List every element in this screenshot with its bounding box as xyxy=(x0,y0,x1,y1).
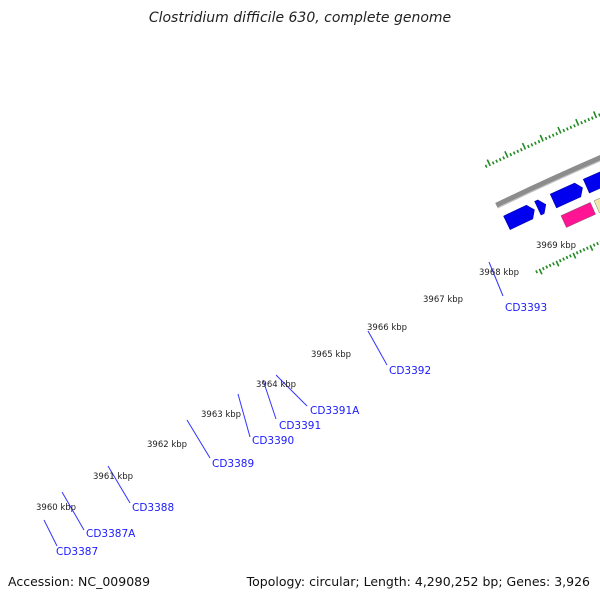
gene-label: CD3391A xyxy=(310,405,360,417)
callout-line xyxy=(186,419,211,459)
tick-mark xyxy=(541,266,545,271)
feature-block xyxy=(560,202,596,228)
gene-label: CD3393 xyxy=(505,302,547,314)
map-title: Clostridium difficile 630, complete geno… xyxy=(148,10,452,26)
tick-mark xyxy=(575,118,580,126)
callout-line xyxy=(367,330,388,366)
kbp-ticks xyxy=(484,111,600,275)
cds-arrow xyxy=(503,204,535,231)
cds-arrow xyxy=(534,199,547,216)
tick-mark xyxy=(569,254,572,258)
tick-mark xyxy=(521,142,527,150)
genome-summary-text: Topology: circular; Length: 4,290,252 bp… xyxy=(246,574,590,589)
cds-arrow xyxy=(549,182,583,209)
tick-mark xyxy=(516,149,520,154)
gene-label: CD3392 xyxy=(389,365,431,377)
kbp-label: 3966 kbp xyxy=(367,323,407,333)
callout-line xyxy=(107,465,131,504)
kbp-label: 3960 kbp xyxy=(36,503,76,513)
gene-callouts xyxy=(43,261,504,547)
tick-mark xyxy=(590,116,594,120)
forward-cds-row xyxy=(503,171,600,231)
tick-mark xyxy=(486,159,492,167)
tick-mark xyxy=(555,131,559,136)
tick-mark xyxy=(539,134,544,142)
tick-mark xyxy=(582,248,586,252)
tick-mark xyxy=(498,157,502,162)
tick-mark xyxy=(534,141,537,145)
tick-mark xyxy=(592,111,598,119)
tick-mark xyxy=(592,243,596,247)
tick-mark xyxy=(589,244,594,252)
tick-mark xyxy=(504,150,509,158)
tick-mark xyxy=(587,117,591,122)
tick-mark xyxy=(551,133,555,137)
callout-line xyxy=(275,374,308,407)
tick-mark xyxy=(519,148,523,152)
kbp-label: 3963 kbp xyxy=(201,410,241,420)
tick-mark xyxy=(548,263,552,268)
tick-mark xyxy=(530,143,534,147)
tick-mark xyxy=(575,251,579,255)
tick-mark xyxy=(491,161,495,165)
kbp-label: 3964 kbp xyxy=(256,380,296,390)
tick-mark xyxy=(596,241,599,246)
tick-mark xyxy=(548,135,551,139)
tick-mark xyxy=(562,128,566,133)
tick-mark xyxy=(562,257,565,261)
annotated-feature-row xyxy=(560,197,600,228)
callout-line xyxy=(237,393,251,438)
tick-mark xyxy=(537,139,541,144)
tick-mark xyxy=(583,119,587,123)
tick-mark xyxy=(579,249,582,253)
kbp-label: 3965 kbp xyxy=(311,350,351,360)
tick-mark xyxy=(558,258,562,263)
gene-label: CD3387 xyxy=(56,546,98,558)
gene-label: CD3387A xyxy=(86,528,136,540)
callout-line xyxy=(262,379,277,420)
kbp-labels: 3960 kbp 3961 kbp 3962 kbp 3963 kbp 3964 kbp… xyxy=(36,241,576,513)
kbp-label: 3967 kbp xyxy=(423,295,463,305)
tick-mark xyxy=(566,127,569,131)
tick-mark xyxy=(527,144,530,149)
tick-mark xyxy=(502,156,506,160)
tick-mark xyxy=(569,125,573,130)
tick-mark xyxy=(544,136,548,141)
tick-mark xyxy=(509,152,513,157)
gene-label: CD3389 xyxy=(212,458,254,470)
tick-mark xyxy=(557,126,562,134)
tick-mark xyxy=(585,246,589,250)
feature-block xyxy=(593,197,600,213)
gene-label: CD3391 xyxy=(279,420,321,432)
tick-mark xyxy=(495,159,499,163)
tick-mark xyxy=(580,120,583,125)
tick-mark xyxy=(572,252,577,259)
tick-mark xyxy=(512,151,516,155)
kbp-label: 3969 kbp xyxy=(536,241,576,251)
callout-line xyxy=(43,519,58,547)
tick-mark xyxy=(565,255,569,260)
tick-mark xyxy=(552,262,555,266)
gene-label: CD3388 xyxy=(132,502,174,514)
tick-mark xyxy=(573,124,576,128)
callout-line xyxy=(61,491,85,531)
kbp-label: 3968 kbp xyxy=(479,268,519,278)
backbone-arc xyxy=(495,155,600,208)
tick-mark xyxy=(555,260,560,267)
kbp-label: 3962 kbp xyxy=(147,440,187,450)
gene-label: CD3390 xyxy=(252,435,294,447)
tick-mark xyxy=(538,268,543,275)
gene-labels: CD3387 CD3387A CD3388 CD3389 CD3390 CD3391 CD3… xyxy=(56,302,547,558)
accession-text: Accession: NC_009089 xyxy=(8,574,151,589)
tick-mark xyxy=(484,164,488,168)
backbone xyxy=(495,155,600,209)
cds-arrow xyxy=(582,171,600,194)
kbp-label: 3961 kbp xyxy=(93,472,133,482)
callout-line xyxy=(488,261,504,297)
tick-mark xyxy=(545,265,549,269)
tick-mark xyxy=(535,270,538,274)
